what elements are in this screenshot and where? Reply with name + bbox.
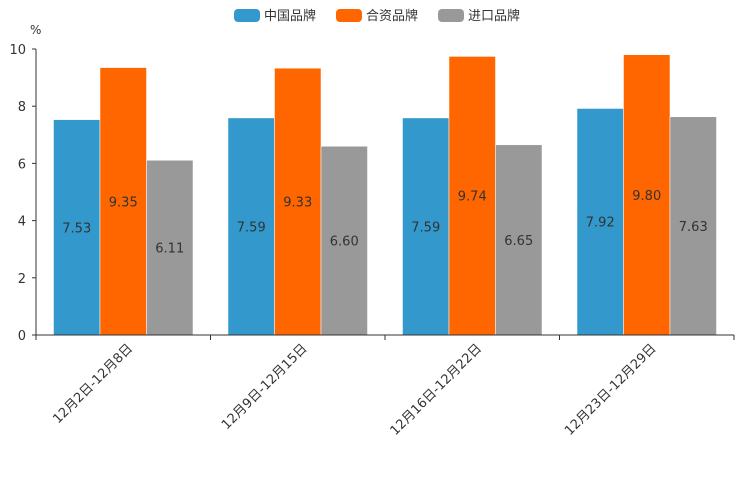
x-category-label-3: 12月23日-12月29日 [562,341,659,438]
data-label-0-1: 9.35 [109,195,138,210]
bar-1-2 [320,145,368,336]
y-tick-label-3: 6 [18,157,26,172]
x-category-label-0: 12月2日-12月8日 [50,341,136,427]
legend-label-0: 中国品牌 [264,8,316,24]
bars: 7.53 9.35 6.11 7.59 9.33 6.60 7.59 9.74 6.65 7.92… [53,54,717,336]
y-tick-label-1: 2 [18,272,26,287]
legend-swatch-0 [234,9,260,22]
legend-swatch-1 [336,9,362,22]
bar-2-2 [495,144,543,336]
legend-label-2: 进口品牌 [468,8,520,24]
bar-0-2 [146,160,194,336]
data-label-0-0: 7.53 [62,221,91,236]
bar-0-1 [99,67,147,336]
y-axis: 0 2 4 6 8 10 [9,43,37,344]
y-tick-label-2: 4 [18,215,26,230]
y-tick-label-4: 8 [18,100,26,115]
data-label-1-1: 9.33 [283,196,312,211]
data-label-2-2: 6.65 [504,234,533,249]
data-label-3-1: 9.80 [632,189,661,204]
data-label-2-0: 7.59 [411,220,440,235]
x-axis: 12月2日-12月8日 12月9日-12月15日 12月16日-12月22日 12月2… [35,334,735,439]
x-category-label-1: 12月9日-12月15日 [219,341,311,433]
bar-1-1 [274,67,322,336]
bar-1-0 [227,117,275,336]
data-label-0-2: 6.11 [155,242,184,257]
data-label-2-1: 9.74 [458,190,487,205]
bar-2-0 [402,117,450,336]
legend-label-1: 合资品牌 [366,8,418,24]
data-label-3-0: 7.92 [586,216,615,231]
data-label-3-2: 7.63 [679,220,708,235]
legend: 中国品牌 合资品牌 进口品牌 [234,8,520,24]
y-axis-unit-label: % [30,23,41,37]
data-label-1-2: 6.60 [330,235,359,250]
bar-3-1 [623,54,671,336]
legend-swatch-2 [438,9,464,22]
bar-2-1 [448,56,496,336]
data-label-1-0: 7.59 [237,220,266,235]
bar-3-0 [576,108,624,336]
bar-3-2 [669,116,717,336]
y-tick-label-5: 10 [9,43,26,58]
x-category-label-2: 12月16日-12月22日 [388,341,485,438]
y-tick-label-0: 0 [18,329,26,344]
